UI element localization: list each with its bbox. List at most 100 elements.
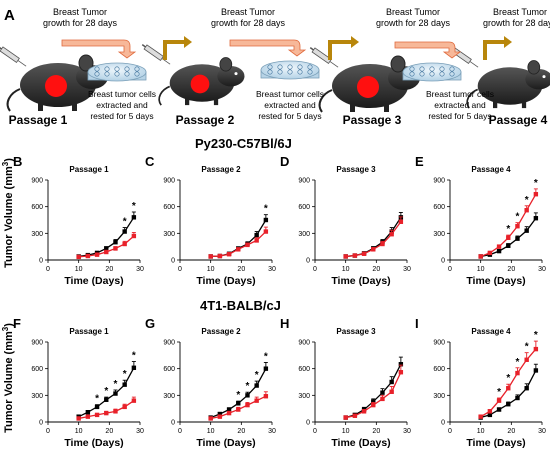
data-point-red xyxy=(122,241,127,247)
x-tick-label: 30 xyxy=(538,266,546,273)
mouse-ear xyxy=(390,55,406,73)
data-point-red xyxy=(245,402,250,408)
x-axis-label: Time (Days) xyxy=(466,437,525,449)
significance-star: * xyxy=(264,204,268,215)
panel-letter-a: A xyxy=(4,7,15,24)
rest-text-line: rested for 5 days xyxy=(428,111,491,121)
data-point-black xyxy=(113,240,118,245)
x-tick-label: 20 xyxy=(105,428,113,435)
y-tick-label: 600 xyxy=(298,204,310,211)
data-point-red xyxy=(245,242,250,248)
y-tick-label: 900 xyxy=(31,178,43,185)
x-tick-label: 30 xyxy=(136,266,144,273)
mouse-eye xyxy=(542,75,546,79)
panel-letter: H xyxy=(280,316,289,331)
x-axis-label: Time (Days) xyxy=(466,275,525,287)
y-tick-label: 900 xyxy=(298,340,310,347)
mouse-tail xyxy=(158,85,171,106)
section-heading-4t1: 4T1-BALB/cJ xyxy=(200,298,281,313)
x-tick-label: 30 xyxy=(538,428,546,435)
data-point-black xyxy=(496,248,502,254)
data-point-red xyxy=(371,402,376,408)
significance-star: * xyxy=(255,370,259,381)
x-tick-label: 10 xyxy=(477,428,485,435)
data-point-red xyxy=(515,370,520,376)
y-tick-label: 600 xyxy=(298,366,310,373)
data-point-red xyxy=(515,224,520,229)
significance-star: * xyxy=(114,379,118,390)
x-tick-label: 10 xyxy=(342,266,350,273)
y-tick-label: 300 xyxy=(31,231,43,238)
growth-text-line1: Breast Tumor xyxy=(386,7,440,17)
data-point-red xyxy=(343,254,348,259)
x-tick-label: 20 xyxy=(507,266,515,273)
y-tick-label: 300 xyxy=(298,393,310,400)
syringe-icon-2 xyxy=(141,44,171,65)
petri-dish-1 xyxy=(87,62,147,82)
mouse-4 xyxy=(466,60,550,109)
mouse-tail xyxy=(466,88,479,109)
data-point-black xyxy=(122,382,127,387)
significance-star: * xyxy=(497,387,501,398)
data-point-red xyxy=(94,252,100,257)
mouse-leg xyxy=(72,103,77,111)
passage-label-2: Passage 2 xyxy=(176,113,235,127)
data-point-black xyxy=(524,228,529,233)
tumor-3 xyxy=(357,76,379,98)
rest-arrow-head-1 xyxy=(184,36,192,48)
data-point-black xyxy=(533,368,539,373)
data-point-red xyxy=(226,252,232,257)
data-point-red xyxy=(85,253,91,259)
y-tick-label: 600 xyxy=(31,204,43,211)
data-point-black xyxy=(236,401,241,406)
rest-text-line: Breast tumor cells xyxy=(88,89,156,99)
data-point-red xyxy=(343,415,348,420)
x-axis-label: Time (Days) xyxy=(64,437,123,449)
data-point-black xyxy=(398,362,404,367)
passage-label-4: Passage 4 xyxy=(489,113,548,127)
growth-arrow-2 xyxy=(229,39,307,57)
chart-title: Passage 4 xyxy=(471,165,511,174)
panel-letter: C xyxy=(145,154,155,169)
data-point-black xyxy=(226,407,232,412)
data-point-red xyxy=(208,254,213,259)
data-point-red xyxy=(94,412,100,418)
data-point-red xyxy=(533,192,539,197)
panel-letter: F xyxy=(13,316,21,331)
chart-title: Passage 4 xyxy=(471,327,511,336)
y-tick-label: 900 xyxy=(433,178,445,185)
x-axis-label: Time (Days) xyxy=(64,275,123,287)
data-point-red xyxy=(236,247,241,252)
data-point-black xyxy=(254,383,259,388)
x-axis-label: Time (Days) xyxy=(331,437,390,449)
significance-star: * xyxy=(525,195,529,206)
data-point-red xyxy=(122,404,127,410)
data-point-red xyxy=(254,238,259,243)
data-point-red xyxy=(487,250,493,256)
growth-arrow-1 xyxy=(61,39,137,59)
rest-text-line: rested for 5 days xyxy=(90,111,153,121)
significance-star: * xyxy=(95,394,99,405)
significance-star: * xyxy=(534,330,538,341)
data-point-red xyxy=(85,414,91,419)
tumor-2 xyxy=(190,74,210,94)
data-point-red xyxy=(217,414,223,419)
rest-text-line: extracted and xyxy=(96,100,148,110)
significance-star: * xyxy=(132,201,136,212)
x-tick-label: 20 xyxy=(237,266,245,273)
data-point-red xyxy=(352,253,358,258)
data-point-black xyxy=(113,391,118,396)
data-point-red xyxy=(254,398,259,403)
data-point-red xyxy=(487,409,493,414)
data-point-red xyxy=(104,410,109,416)
syringe-icon-1 xyxy=(0,46,27,67)
panel-letter: G xyxy=(145,316,155,331)
rest-arrow-3 xyxy=(483,40,504,60)
data-point-black xyxy=(496,407,502,412)
section-heading-py230: Py230-C57Bl/6J xyxy=(195,136,292,151)
panel-letter: D xyxy=(280,154,289,169)
data-point-red xyxy=(380,396,385,402)
data-point-red xyxy=(113,246,118,251)
